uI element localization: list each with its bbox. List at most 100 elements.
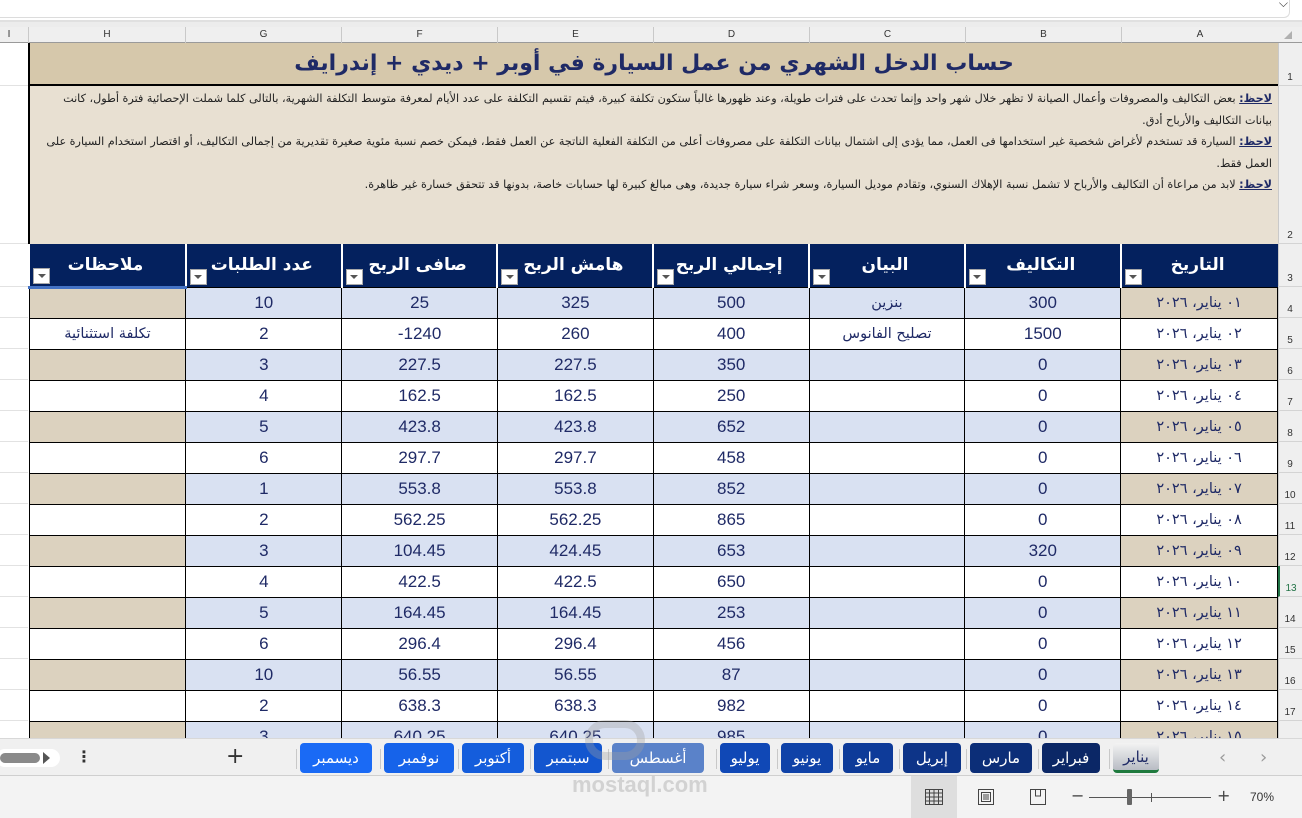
cell-profit-margin[interactable]: 227.5 <box>496 348 654 381</box>
cell-gross-profit[interactable]: 456 <box>652 627 810 660</box>
cell-profit-margin[interactable]: 638.3 <box>496 689 654 722</box>
cell-cost[interactable]: 0 <box>964 596 1122 629</box>
cell-description[interactable] <box>808 658 966 691</box>
cell-cost[interactable]: 0 <box>964 441 1122 474</box>
sheet-tab-9[interactable]: سبتمبر <box>534 743 602 773</box>
cell-gross-profit[interactable]: 250 <box>652 379 810 412</box>
cell-cost[interactable]: 1500 <box>964 317 1122 350</box>
cell-date[interactable]: ١١ يناير، ٢٠٢٦ <box>1120 596 1278 629</box>
cell-profit-margin[interactable]: 325 <box>496 286 654 319</box>
cell-orders-count[interactable]: 5 <box>185 596 343 629</box>
cell-net-profit[interactable]: 227.5 <box>341 348 498 381</box>
cell-description[interactable] <box>808 379 966 412</box>
row-header[interactable]: 16 <box>1278 659 1302 690</box>
page-break-view-button[interactable] <box>1015 776 1061 818</box>
normal-view-button[interactable] <box>911 776 957 818</box>
column-header-h[interactable]: H <box>28 27 185 43</box>
cell-net-profit[interactable]: 164.45 <box>341 596 498 629</box>
cell-profit-margin[interactable]: 424.45 <box>496 534 654 567</box>
row-header[interactable]: 14 <box>1278 597 1302 628</box>
sheet-tab-1[interactable]: يناير <box>1113 743 1159 773</box>
cell-orders-count[interactable]: 5 <box>185 410 343 443</box>
cell-gross-profit[interactable]: 652 <box>652 410 810 443</box>
cell-notes[interactable] <box>28 720 187 738</box>
cell-description[interactable] <box>808 410 966 443</box>
cell-notes[interactable] <box>28 658 187 691</box>
cell-net-profit[interactable]: 104.45 <box>341 534 498 567</box>
cell-gross-profit[interactable]: 650 <box>652 565 810 598</box>
cell-date[interactable]: ١٥ يناير، ٢٠٢٦ <box>1120 720 1278 738</box>
cell-net-profit[interactable]: 422.5 <box>341 565 498 598</box>
column-header-f[interactable]: F <box>341 27 497 43</box>
cell-gross-profit[interactable]: 87 <box>652 658 810 691</box>
title-cell[interactable]: حساب الدخل الشهري من عمل السيارة في أوبر… <box>28 43 1278 86</box>
cell-orders-count[interactable]: 10 <box>185 658 343 691</box>
cell-notes[interactable] <box>28 596 187 629</box>
cell-net-profit[interactable]: 562.25 <box>341 503 498 536</box>
cell-orders-count[interactable]: 6 <box>185 441 343 474</box>
horizontal-scrollbar[interactable] <box>0 749 60 767</box>
row-header[interactable]: 17 <box>1278 690 1302 721</box>
sheet-tab-7[interactable]: يوليو <box>720 743 770 773</box>
cell-profit-margin[interactable]: 260 <box>496 317 654 350</box>
row-header[interactable]: 2 <box>1278 86 1302 244</box>
cell-gross-profit[interactable]: 400 <box>652 317 810 350</box>
cell-date[interactable]: ١٢ يناير، ٢٠٢٦ <box>1120 627 1278 660</box>
cell-net-profit[interactable]: 553.8 <box>341 472 498 505</box>
filter-dropdown-button[interactable] <box>657 268 675 285</box>
row-header[interactable]: 1 <box>1278 43 1302 86</box>
sheet-tab-5[interactable]: مايو <box>843 743 893 773</box>
cell-description[interactable] <box>808 627 966 660</box>
notes-cell[interactable]: لاحظ: بعض التكاليف والمصروفات وأعمال الص… <box>28 86 1278 244</box>
add-sheet-button[interactable]: + <box>226 744 245 769</box>
cell-gross-profit[interactable]: 865 <box>652 503 810 536</box>
column-header-g[interactable]: G <box>185 27 341 43</box>
cell-date[interactable]: ١٠ يناير، ٢٠٢٦ <box>1120 565 1278 598</box>
cell-profit-margin[interactable]: 164.45 <box>496 596 654 629</box>
cell-gross-profit[interactable]: 458 <box>652 441 810 474</box>
cell-gross-profit[interactable]: 985 <box>652 720 810 738</box>
cell-orders-count[interactable]: 3 <box>185 534 343 567</box>
cell-gross-profit[interactable]: 982 <box>652 689 810 722</box>
cell-notes[interactable] <box>28 379 187 412</box>
filter-dropdown-button[interactable] <box>33 267 50 284</box>
row-header[interactable]: 8 <box>1278 411 1302 442</box>
cell-date[interactable]: ٠٩ يناير، ٢٠٢٦ <box>1120 534 1278 567</box>
cell-cost[interactable]: 0 <box>964 658 1122 691</box>
cell-net-profit[interactable]: 423.8 <box>341 410 498 443</box>
column-header-d[interactable]: D <box>653 27 809 43</box>
row-header[interactable]: 6 <box>1278 349 1302 380</box>
zoom-slider-thumb[interactable] <box>1127 789 1132 805</box>
cell-date[interactable]: ٠٨ يناير، ٢٠٢٦ <box>1120 503 1278 536</box>
cell-orders-count[interactable]: 4 <box>185 379 343 412</box>
cell-profit-margin[interactable]: 297.7 <box>496 441 654 474</box>
row-header[interactable]: 15 <box>1278 628 1302 659</box>
cell-description[interactable] <box>808 565 966 598</box>
scroll-tabs-prev-button[interactable]: › <box>1260 747 1268 768</box>
row-header[interactable]: 7 <box>1278 380 1302 411</box>
cell-cost[interactable]: 0 <box>964 472 1122 505</box>
cell-cost[interactable]: 0 <box>964 565 1122 598</box>
cell-description[interactable] <box>808 689 966 722</box>
cell-notes[interactable] <box>28 503 187 536</box>
cell-orders-count[interactable]: 2 <box>185 317 343 350</box>
filter-dropdown-button[interactable] <box>968 268 986 285</box>
cell-profit-margin[interactable]: 422.5 <box>496 565 654 598</box>
cell-notes[interactable] <box>28 565 187 598</box>
column-header-b[interactable]: B <box>965 27 1121 43</box>
cell-gross-profit[interactable]: 653 <box>652 534 810 567</box>
cell-net-profit[interactable]: 297.7 <box>341 441 498 474</box>
row-header[interactable]: 4 <box>1278 287 1302 318</box>
column-header-c[interactable]: C <box>809 27 965 43</box>
cell-date[interactable]: ٠٣ يناير، ٢٠٢٦ <box>1120 348 1278 381</box>
row-header[interactable]: 11 <box>1278 504 1302 535</box>
cell-cost[interactable]: 300 <box>964 286 1122 319</box>
row-header[interactable]: 3 <box>1278 244 1302 287</box>
cell-orders-count[interactable]: 10 <box>185 286 343 319</box>
cell-cost[interactable]: 0 <box>964 720 1122 738</box>
sheet-tab-3[interactable]: مارس <box>970 743 1032 773</box>
cell-net-profit[interactable]: -1240 <box>341 317 498 350</box>
cell-orders-count[interactable]: 3 <box>185 348 343 381</box>
row-header-active[interactable]: 13 <box>1278 566 1302 597</box>
cell-description[interactable] <box>808 534 966 567</box>
